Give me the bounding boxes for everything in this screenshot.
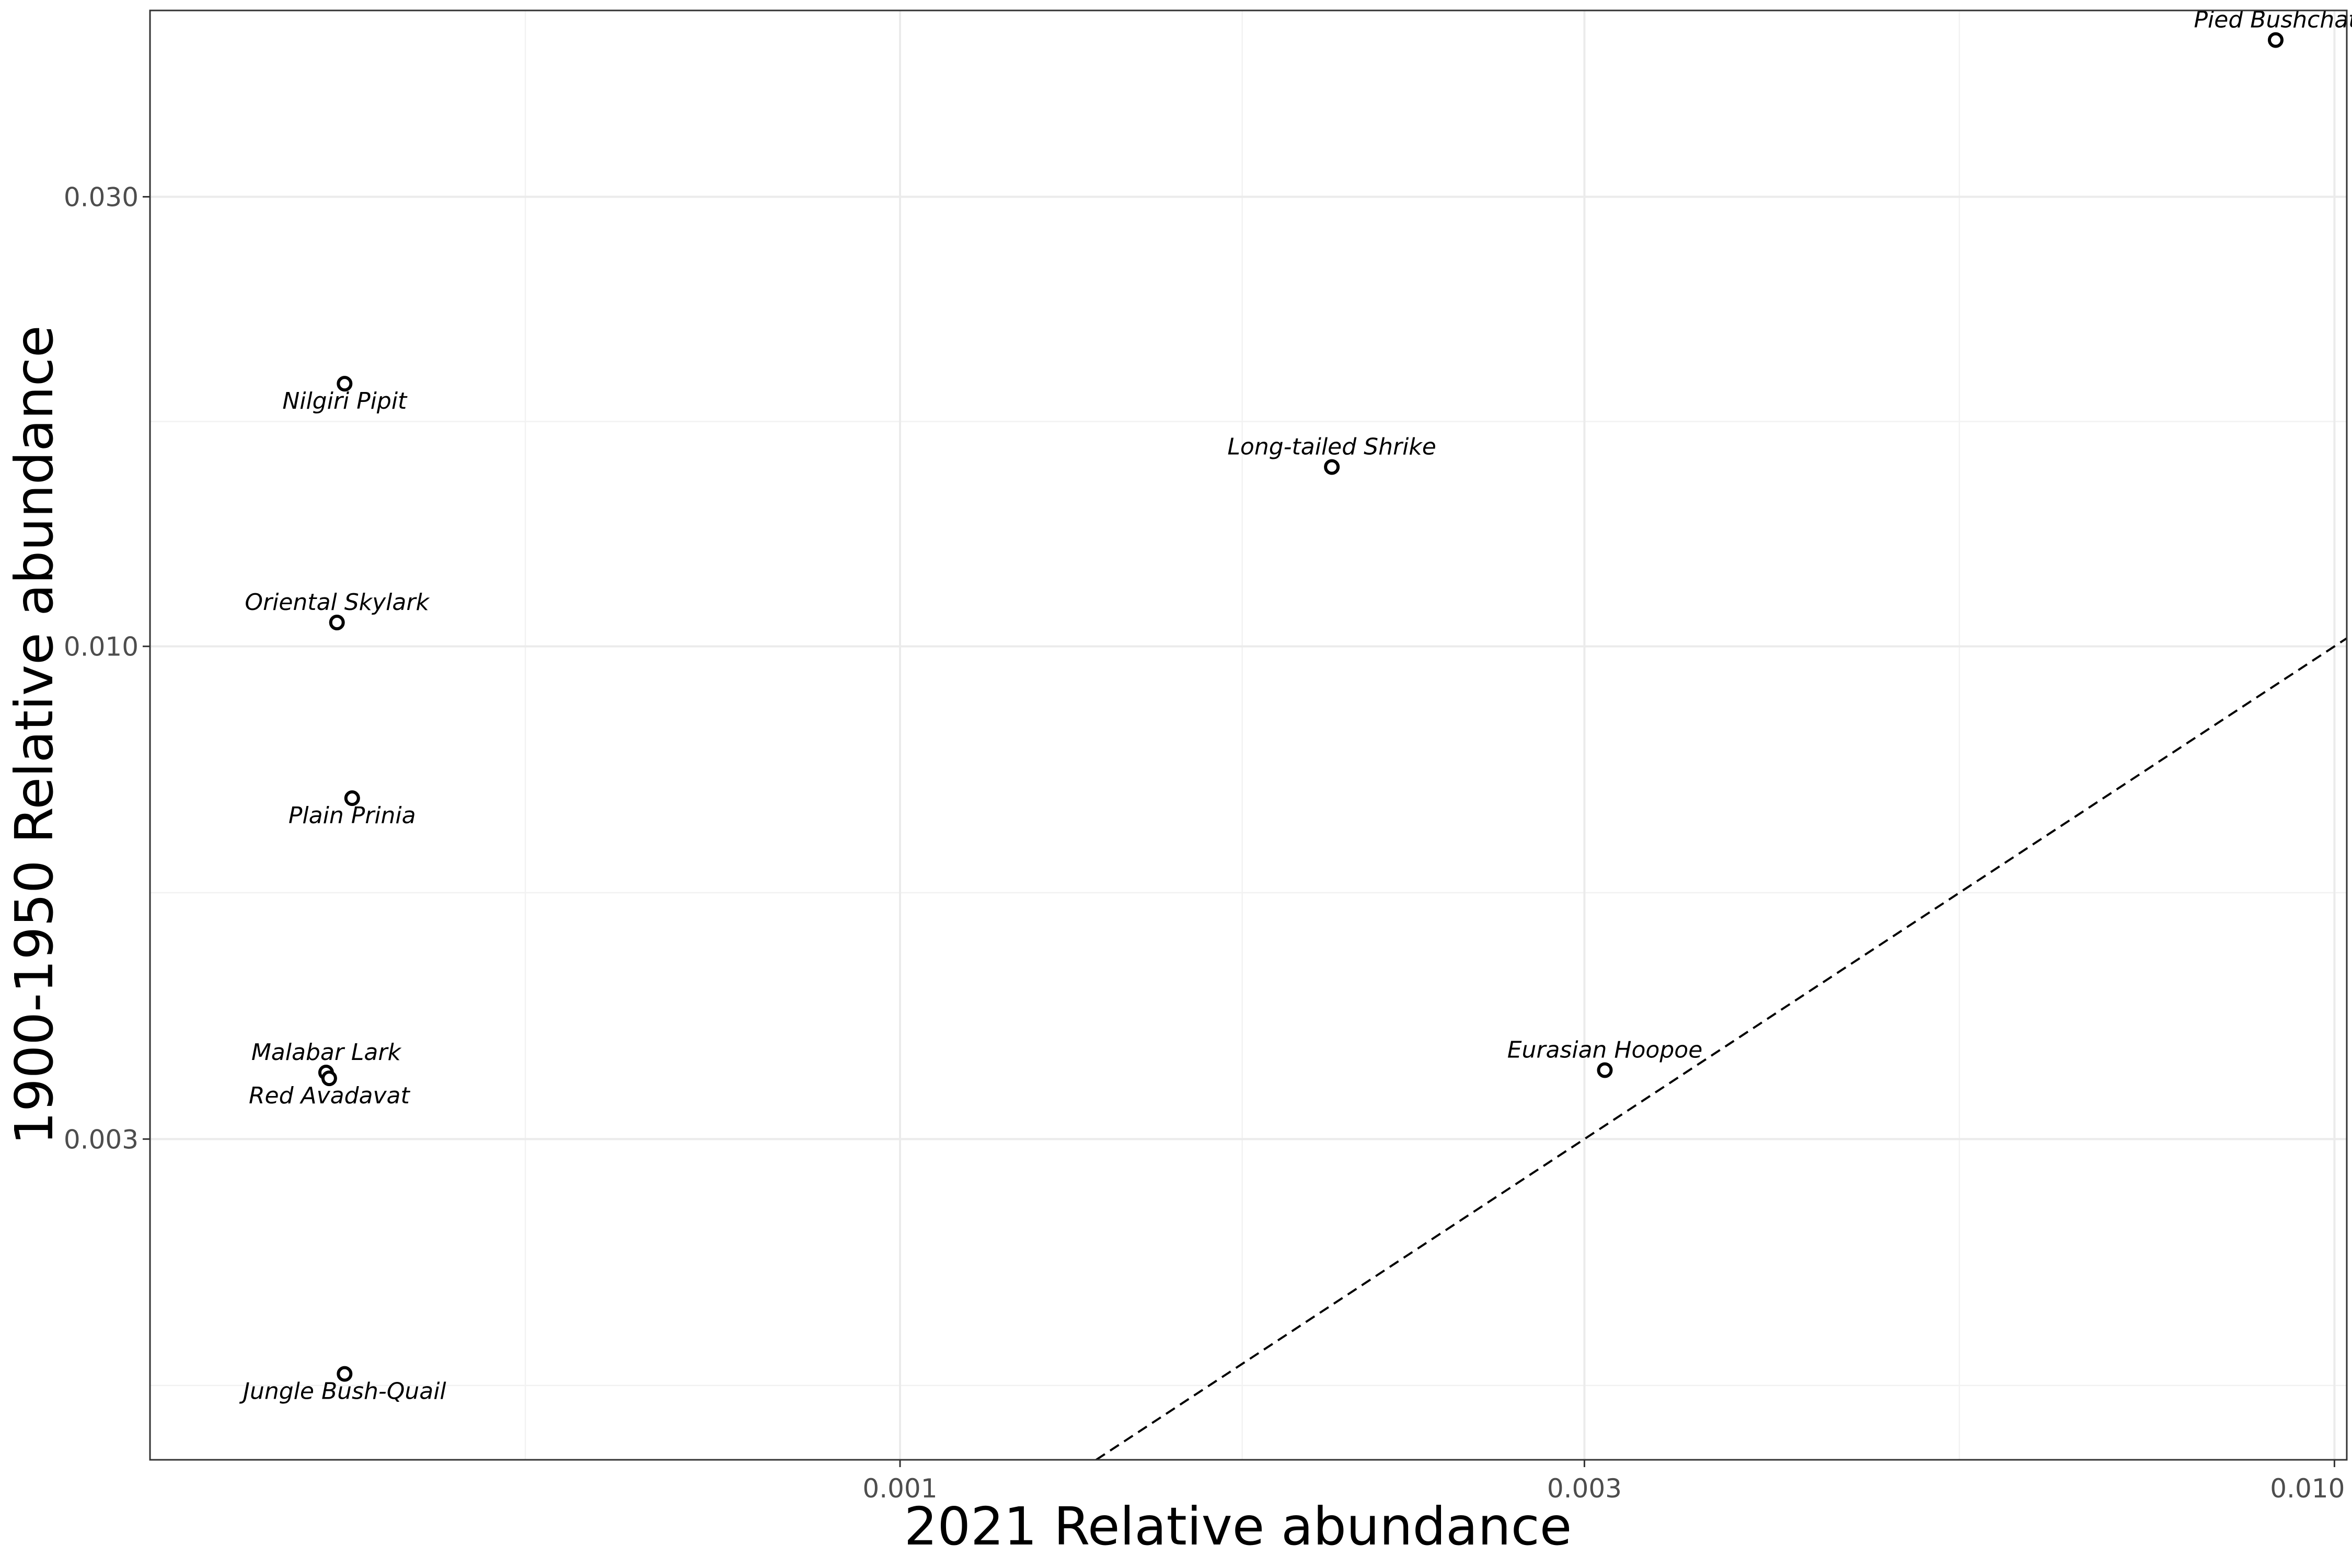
data-points-layer [318, 32, 2284, 1382]
data-point-jungle-bush-quail [337, 1366, 353, 1382]
y-axis-title: 1900-1950 Relative abundance [4, 325, 65, 1145]
data-point-nilgiri-pipit [337, 376, 353, 392]
y-tick-label-0: 0.003 [64, 1124, 139, 1155]
point-label-long-tailed-shrike: Long-tailed Shrike [1227, 434, 1436, 460]
point-label-eurasian-hoopoe: Eurasian Hoopoe [1507, 1037, 1703, 1064]
x-tick-label-1: 0.003 [1547, 1473, 1622, 1504]
panel-border [149, 9, 2348, 1461]
identity-reference-line [1096, 637, 2348, 1461]
data-point-red-avadavat [321, 1070, 337, 1087]
x-tick-label-2: 0.010 [2270, 1473, 2345, 1504]
point-label-red-avadavat: Red Avadavat [249, 1082, 411, 1109]
point-label-jungle-bush-quail: Jungle Bush-Quail [239, 1378, 446, 1405]
data-point-pied-bushchat [2267, 32, 2284, 48]
point-label-plain-prinia: Plain Prinia [289, 802, 416, 829]
data-point-eurasian-hoopoe [1597, 1062, 1613, 1078]
x-axis-title: 2021 Relative abundance [904, 1496, 1572, 1557]
data-point-oriental-skylark [329, 615, 345, 631]
y-tick-label-2: 0.030 [64, 182, 139, 212]
grid-layer [150, 10, 2347, 1460]
point-label-oriental-skylark: Oriental Skylark [245, 589, 430, 616]
axis-layer: 0.001 0.003 0.010 0.003 0.010 0.030 [64, 182, 2345, 1504]
reference-line-layer [1096, 637, 2348, 1461]
data-point-plain-prinia [344, 790, 360, 806]
y-tick-label-1: 0.010 [64, 632, 139, 662]
point-label-nilgiri-pipit: Nilgiri Pipit [282, 388, 408, 414]
x-tick-label-0: 0.001 [862, 1473, 937, 1504]
point-label-malabar-lark: Malabar Lark [251, 1039, 402, 1066]
data-point-long-tailed-shrike [1324, 459, 1340, 475]
